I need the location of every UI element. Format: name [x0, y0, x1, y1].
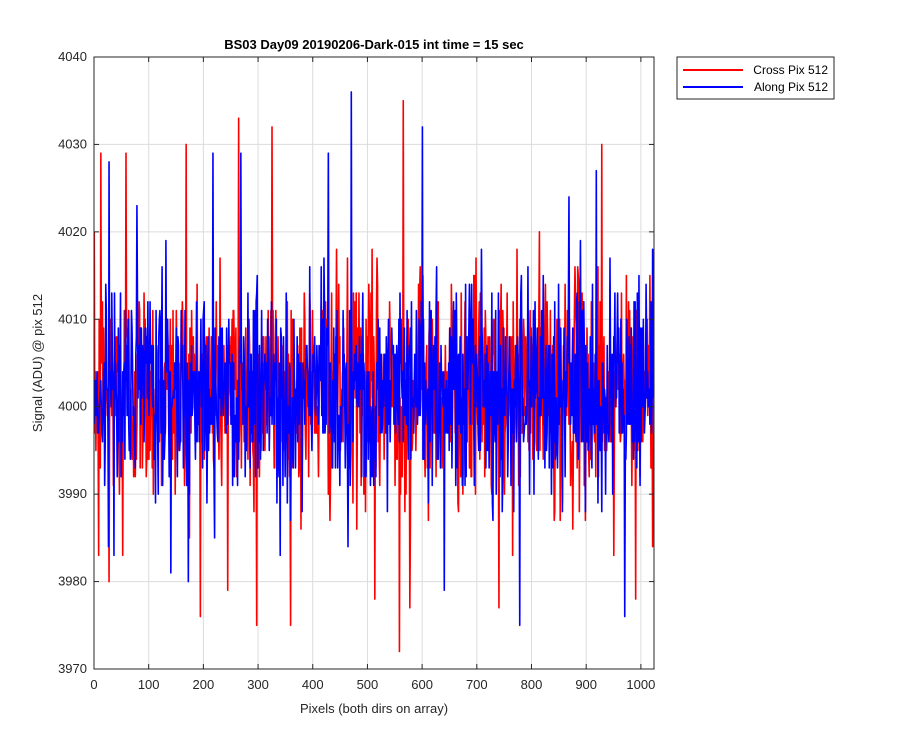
x-tick-label: 600: [411, 677, 433, 692]
x-tick-label: 0: [90, 677, 97, 692]
x-tick-label: 800: [521, 677, 543, 692]
series-line-along: [94, 91, 654, 627]
plot-frame: [93, 56, 655, 670]
y-tick-label: 3980: [58, 574, 87, 589]
y-tick-label: 4030: [58, 136, 87, 151]
ticks: 0 100 200 300 400 500 600 700 800 900 1000 3970 3980…: [58, 49, 655, 692]
x-tick-label: 200: [193, 677, 215, 692]
x-tick-label: 500: [357, 677, 379, 692]
legend-box: [676, 56, 835, 100]
y-axis-label: Signal (ADU) @ pix 512: [30, 294, 45, 432]
legend-entry-along: Along Pix 512: [754, 80, 828, 94]
legend: Cross Pix 512 Along Pix 512: [676, 56, 835, 100]
y-tick-label: 3970: [58, 661, 87, 676]
y-tick-label: 3990: [58, 486, 87, 501]
x-tick-label: 1000: [626, 677, 655, 692]
legend-entry-cross: Cross Pix 512: [753, 63, 828, 77]
x-tick-label: 100: [138, 677, 160, 692]
x-tick-label: 700: [466, 677, 488, 692]
x-tick-label: 400: [302, 677, 324, 692]
y-tick-label: 4010: [58, 311, 87, 326]
y-tick-label: 4040: [58, 49, 87, 64]
x-tick-label: 900: [575, 677, 597, 692]
chart-title: BS03 Day09 20190206-Dark-015 int time = …: [224, 37, 524, 52]
x-tick-label: 300: [247, 677, 269, 692]
x-axis-label: Pixels (both dirs on array): [300, 701, 448, 716]
y-tick-label: 4020: [58, 224, 87, 239]
series-layer: [94, 91, 654, 653]
y-tick-label: 4000: [58, 399, 87, 414]
